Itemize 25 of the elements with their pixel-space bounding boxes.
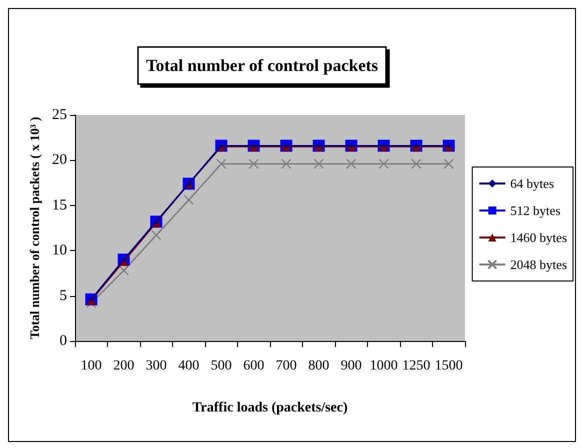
x-tick-label: 1000 <box>370 358 398 374</box>
x-axis-title: Traffic loads (packets/sec) <box>192 400 348 416</box>
legend-label: 512 bytes <box>510 203 561 218</box>
y-tick-label: 15 <box>52 197 67 214</box>
x-tick-label: 900 <box>340 358 362 374</box>
x-tick-label: 1250 <box>402 358 430 374</box>
x-tick-label: 100 <box>80 358 102 374</box>
y-tick-label: 10 <box>52 242 67 259</box>
x-tick-label: 600 <box>243 358 264 374</box>
x-tick-label: 1500 <box>434 358 463 374</box>
y-tick-label: 20 <box>52 152 67 168</box>
legend-label: 64 bytes <box>510 176 554 191</box>
legend-label: 2048 bytes <box>510 257 568 272</box>
y-tick-label: 0 <box>60 333 67 349</box>
x-tick-label: 400 <box>178 358 200 374</box>
x-tick-label: 200 <box>113 358 134 374</box>
legend-label: 1460 bytes <box>510 230 568 245</box>
y-tick-label: 25 <box>52 107 67 123</box>
y-axis-title: Total number of control packets ( x 10³ ) <box>27 116 42 340</box>
y-tick-label: 5 <box>60 288 67 304</box>
x-tick-label: 300 <box>146 358 167 374</box>
x-tick-label: 700 <box>276 358 297 374</box>
x-tick-label: 800 <box>308 358 330 374</box>
x-tick-label: 500 <box>210 358 232 374</box>
chart-title: Total number of control packets <box>146 56 378 75</box>
